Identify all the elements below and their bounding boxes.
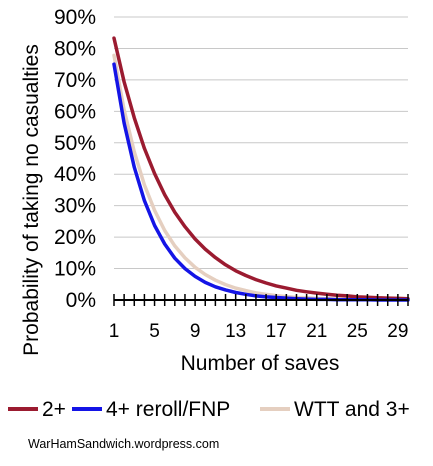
y-tick-label: 0% <box>66 289 96 312</box>
y-axis-tick-labels: 0% 10% 20% 30% 40% 50% 60% 70% 80% 90% <box>54 6 96 312</box>
legend-label-0: 2+ <box>42 398 66 421</box>
y-tick-label: 60% <box>54 100 96 123</box>
x-axis-tick-labels: 1 5 9 13 17 21 25 29 <box>109 321 409 342</box>
x-axis-title: Number of saves <box>181 352 340 375</box>
y-tick-label: 50% <box>54 132 96 155</box>
series-lines <box>112 36 410 302</box>
x-tick-label: 25 <box>347 321 368 342</box>
y-axis-title: Probability of taking no casualties <box>20 44 43 356</box>
x-tick-label: 5 <box>149 321 160 342</box>
y-tick-label: 40% <box>54 163 96 186</box>
x-tick-label: 13 <box>225 321 246 342</box>
series-line-0 <box>112 36 410 301</box>
y-tick-label: 80% <box>54 37 96 60</box>
x-tick-label: 9 <box>190 321 201 342</box>
gridlines <box>114 16 408 270</box>
y-tick-label: 70% <box>54 69 96 92</box>
legend-label-2: WTT and 3+ <box>294 398 410 421</box>
x-axis <box>113 294 409 306</box>
x-tick-label: 21 <box>306 321 327 342</box>
y-tick-label: 90% <box>54 6 96 29</box>
y-tick-label: 10% <box>54 258 96 281</box>
legend-label-1: 4+ reroll/FNP <box>106 398 230 421</box>
x-tick-label: 1 <box>109 321 120 342</box>
legend: 2+ 4+ reroll/FNP WTT and 3+ <box>8 398 410 421</box>
x-tick-label: 17 <box>266 321 287 342</box>
credit-text: WarHamSandwich.wordpress.com <box>28 437 219 451</box>
y-tick-label: 20% <box>54 226 96 249</box>
y-tick-label: 30% <box>54 195 96 218</box>
x-tick-label: 29 <box>387 321 408 342</box>
